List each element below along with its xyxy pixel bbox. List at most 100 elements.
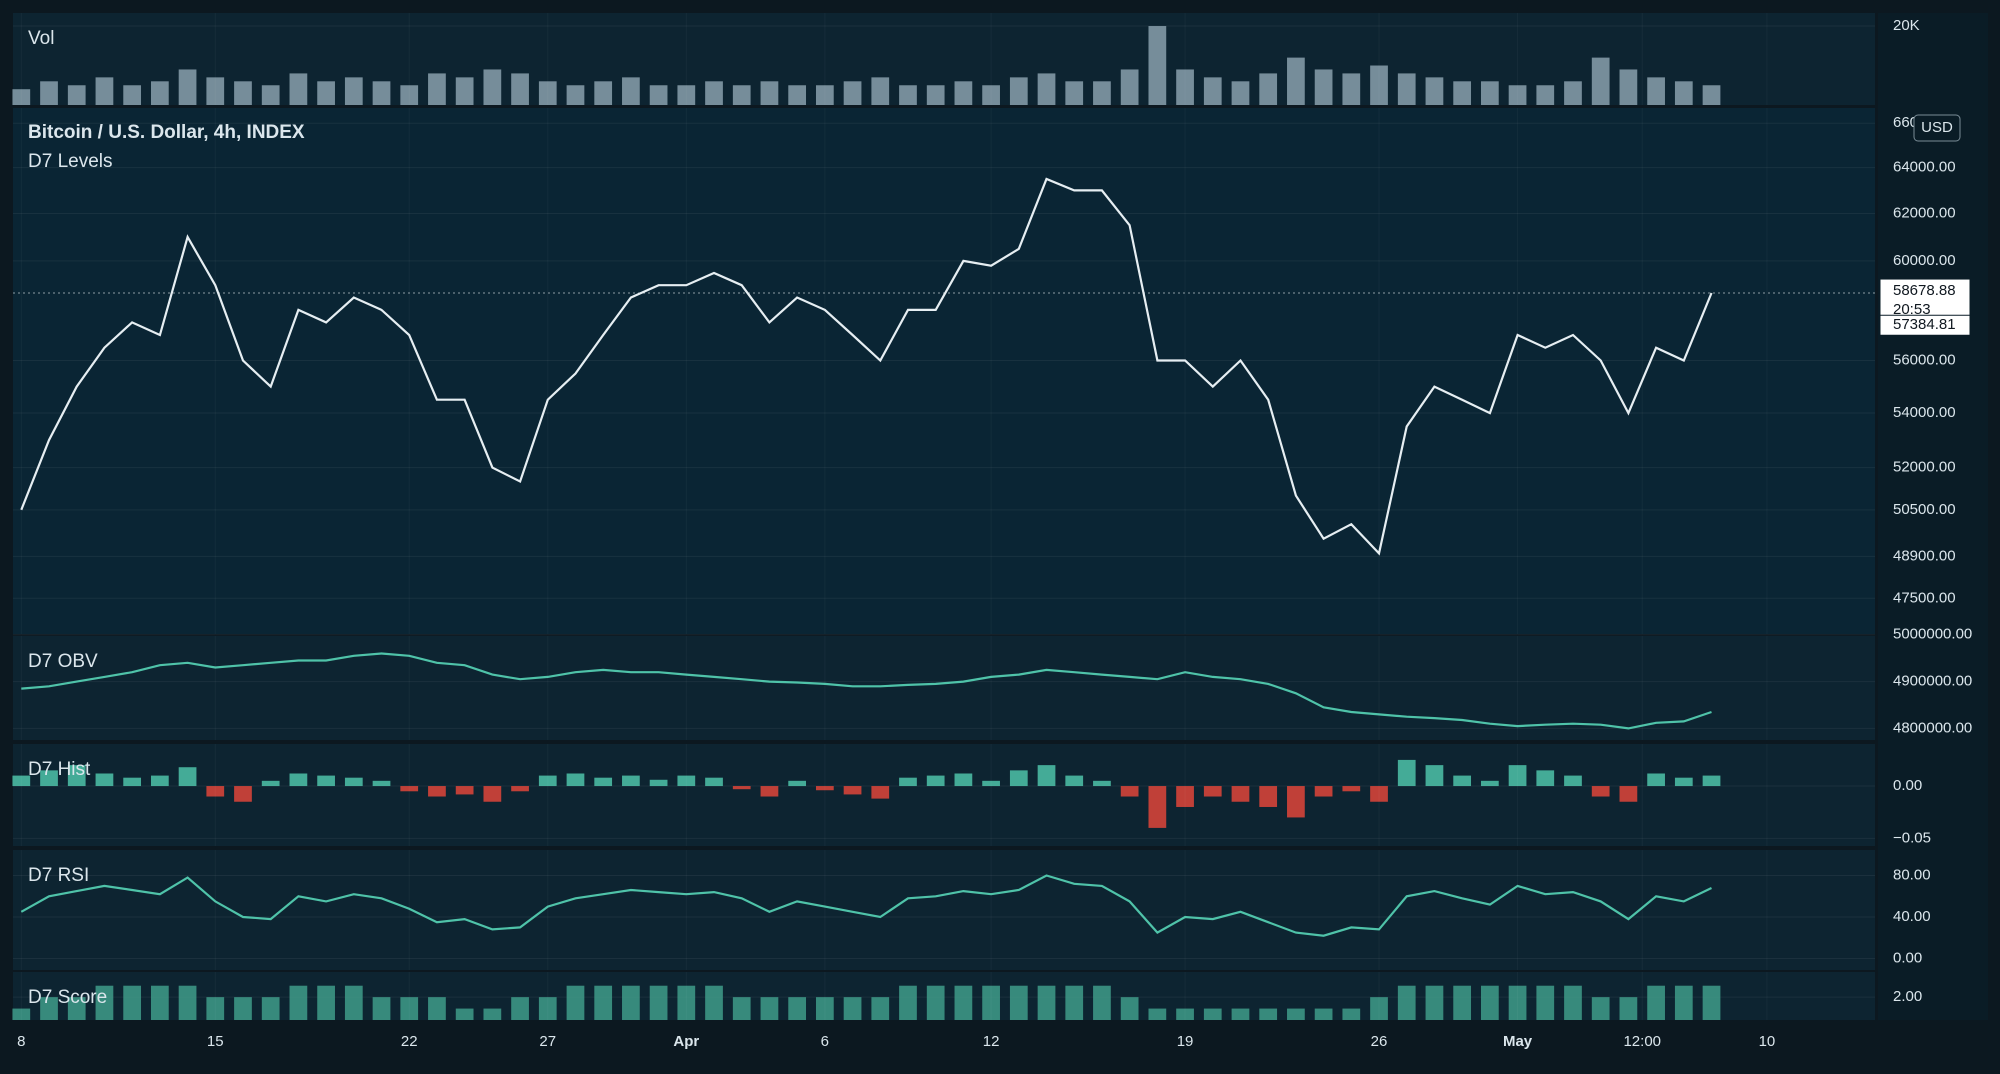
y-tick-label: 5000000.00 <box>1893 626 1972 643</box>
bar <box>1037 73 1056 105</box>
y-tick-label: 40.00 <box>1893 908 1931 925</box>
bar <box>178 985 197 1020</box>
bar <box>455 77 474 105</box>
bar <box>400 786 419 792</box>
bar <box>788 997 807 1020</box>
bar <box>1176 786 1194 807</box>
y-tick-label: 52000.00 <box>1893 459 1956 476</box>
bar <box>1453 775 1472 787</box>
bar <box>705 985 723 1020</box>
bar <box>899 85 917 105</box>
x-tick-label: 12 <box>983 1033 1000 1050</box>
currency[interactable]: USD <box>1921 119 1953 136</box>
bar <box>1148 1008 1167 1020</box>
bar <box>815 997 834 1020</box>
pane <box>13 850 1875 970</box>
bar <box>1203 1008 1222 1020</box>
bar <box>982 780 1000 787</box>
bar <box>1203 786 1222 797</box>
bar <box>1370 65 1388 105</box>
bar <box>1674 985 1693 1020</box>
bar <box>95 985 114 1020</box>
bar <box>1093 780 1111 787</box>
bar <box>1176 1008 1194 1020</box>
bar <box>1342 1008 1361 1020</box>
bar <box>760 997 779 1020</box>
bar <box>1037 985 1056 1020</box>
bar <box>760 81 779 105</box>
bar <box>594 985 613 1020</box>
bar <box>1425 985 1444 1020</box>
bar <box>483 69 502 105</box>
bar <box>788 780 807 787</box>
y-tick-label: 0.00 <box>1893 777 1922 794</box>
bar <box>206 997 225 1020</box>
bar <box>954 985 973 1020</box>
bar <box>732 786 751 790</box>
y-tick-label: 60000.00 <box>1893 252 1956 269</box>
bar <box>261 85 280 105</box>
bar <box>12 89 31 105</box>
bar <box>649 779 668 787</box>
bar <box>843 81 862 105</box>
countdown: 20:53 <box>1893 301 1931 318</box>
x-tick-label: May <box>1503 1033 1533 1050</box>
bar <box>1619 997 1638 1020</box>
bar <box>1314 69 1333 105</box>
y-tick-label: 0.00 <box>1893 949 1922 966</box>
chart-title: Bitcoin / U.S. Dollar, 4h, INDEX <box>28 122 305 143</box>
bar <box>1453 81 1472 105</box>
bar <box>566 773 585 787</box>
bar <box>1231 786 1250 802</box>
y-tick-label: 50500.00 <box>1893 501 1956 518</box>
bar <box>289 773 308 787</box>
bar <box>1619 69 1638 105</box>
bar <box>677 85 696 105</box>
bar <box>926 85 945 105</box>
bar <box>1397 985 1416 1020</box>
y-tick-label: 20K <box>1893 17 1920 34</box>
x-tick-label: 12:00 <box>1623 1033 1661 1050</box>
x-tick-label: 6 <box>821 1033 829 1050</box>
bar <box>982 985 1000 1020</box>
y-tick-label: 80.00 <box>1893 866 1931 883</box>
bar <box>1093 985 1111 1020</box>
bar <box>1647 77 1665 105</box>
bar <box>1702 985 1721 1020</box>
bar <box>1176 69 1194 105</box>
bar <box>1287 786 1305 818</box>
bar <box>871 77 890 105</box>
bar <box>150 775 169 787</box>
bar <box>289 985 308 1020</box>
y-tick-label: 48900.00 <box>1893 547 1956 564</box>
bar <box>1702 85 1721 105</box>
bar <box>1591 997 1610 1020</box>
bar <box>483 786 502 802</box>
x-tick-label: 15 <box>207 1033 224 1050</box>
y-tick-label: 62000.00 <box>1893 205 1956 222</box>
bar <box>843 786 862 795</box>
bar <box>622 775 640 787</box>
bar <box>123 777 142 787</box>
pane-title: D7 Hist <box>28 759 91 780</box>
bar <box>982 85 1000 105</box>
bar <box>1065 775 1084 787</box>
bar <box>538 997 557 1020</box>
pane-title: D7 OBV <box>28 651 98 672</box>
bar <box>511 997 529 1020</box>
bar <box>1037 765 1056 787</box>
bar <box>566 985 585 1020</box>
bar <box>511 786 529 792</box>
y-tick-label: −0.05 <box>1893 829 1931 846</box>
bar <box>899 777 917 787</box>
bar <box>677 985 696 1020</box>
bar <box>1564 775 1582 787</box>
bar <box>954 81 973 105</box>
bar <box>400 997 419 1020</box>
y-tick-label: 4900000.00 <box>1893 673 1972 690</box>
bar <box>67 997 86 1020</box>
bar <box>843 997 862 1020</box>
bar <box>40 770 58 787</box>
bar <box>1259 786 1278 807</box>
